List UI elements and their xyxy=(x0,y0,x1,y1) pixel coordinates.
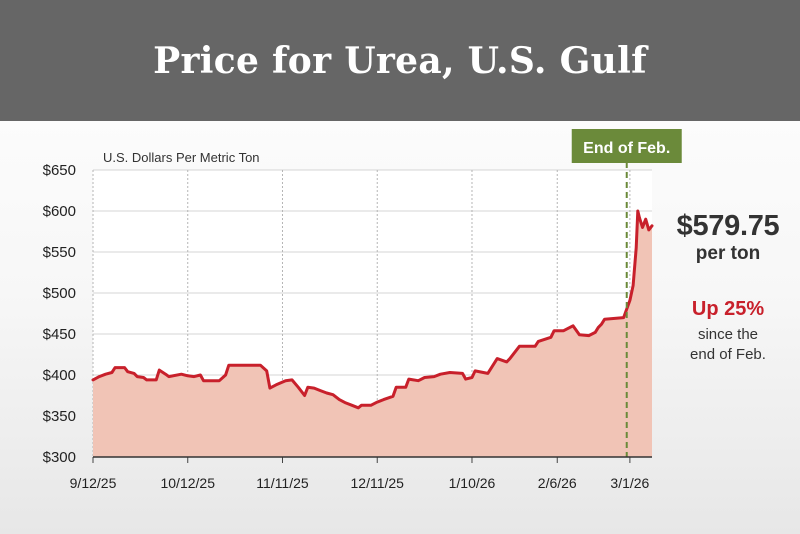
price-area xyxy=(93,211,652,457)
end-of-feb-label: End of Feb. xyxy=(583,140,670,157)
current-price: $579.75 xyxy=(676,210,780,242)
chart-title: Price for Urea, U.S. Gulf xyxy=(153,39,647,82)
x-tick-label: 3/1/26 xyxy=(610,475,649,491)
x-tick-label: 12/11/25 xyxy=(351,475,405,491)
x-tick-label: 11/11/25 xyxy=(256,475,309,491)
y-tick-label: $500 xyxy=(43,285,76,302)
y-tick-label: $450 xyxy=(43,326,76,343)
y-tick-label: $300 xyxy=(43,449,76,466)
x-tick-label: 2/6/26 xyxy=(538,475,577,491)
change-note-line2: end of Feb. xyxy=(690,346,766,363)
percent-change: Up 25% xyxy=(691,298,765,320)
change-note-line1: since the xyxy=(697,326,759,343)
y-tick-label: $650 xyxy=(43,162,76,179)
end-of-feb-tag xyxy=(571,129,682,163)
title-banner xyxy=(0,0,800,121)
x-tick-label: 9/12/25 xyxy=(70,475,117,491)
x-tick-label: 10/12/25 xyxy=(160,475,215,491)
y-tick-label: $550 xyxy=(43,244,76,261)
price-line xyxy=(91,209,654,410)
price-unit: per ton xyxy=(695,243,761,264)
x-tick-label: 1/10/26 xyxy=(449,475,496,491)
y-tick-label: $350 xyxy=(43,408,76,425)
change-note: since the end of Feb. xyxy=(662,325,794,365)
y-tick-label: $600 xyxy=(43,203,76,220)
y-axis-label: U.S. Dollars Per Metric Ton xyxy=(103,150,260,165)
y-tick-label: $400 xyxy=(43,367,76,384)
